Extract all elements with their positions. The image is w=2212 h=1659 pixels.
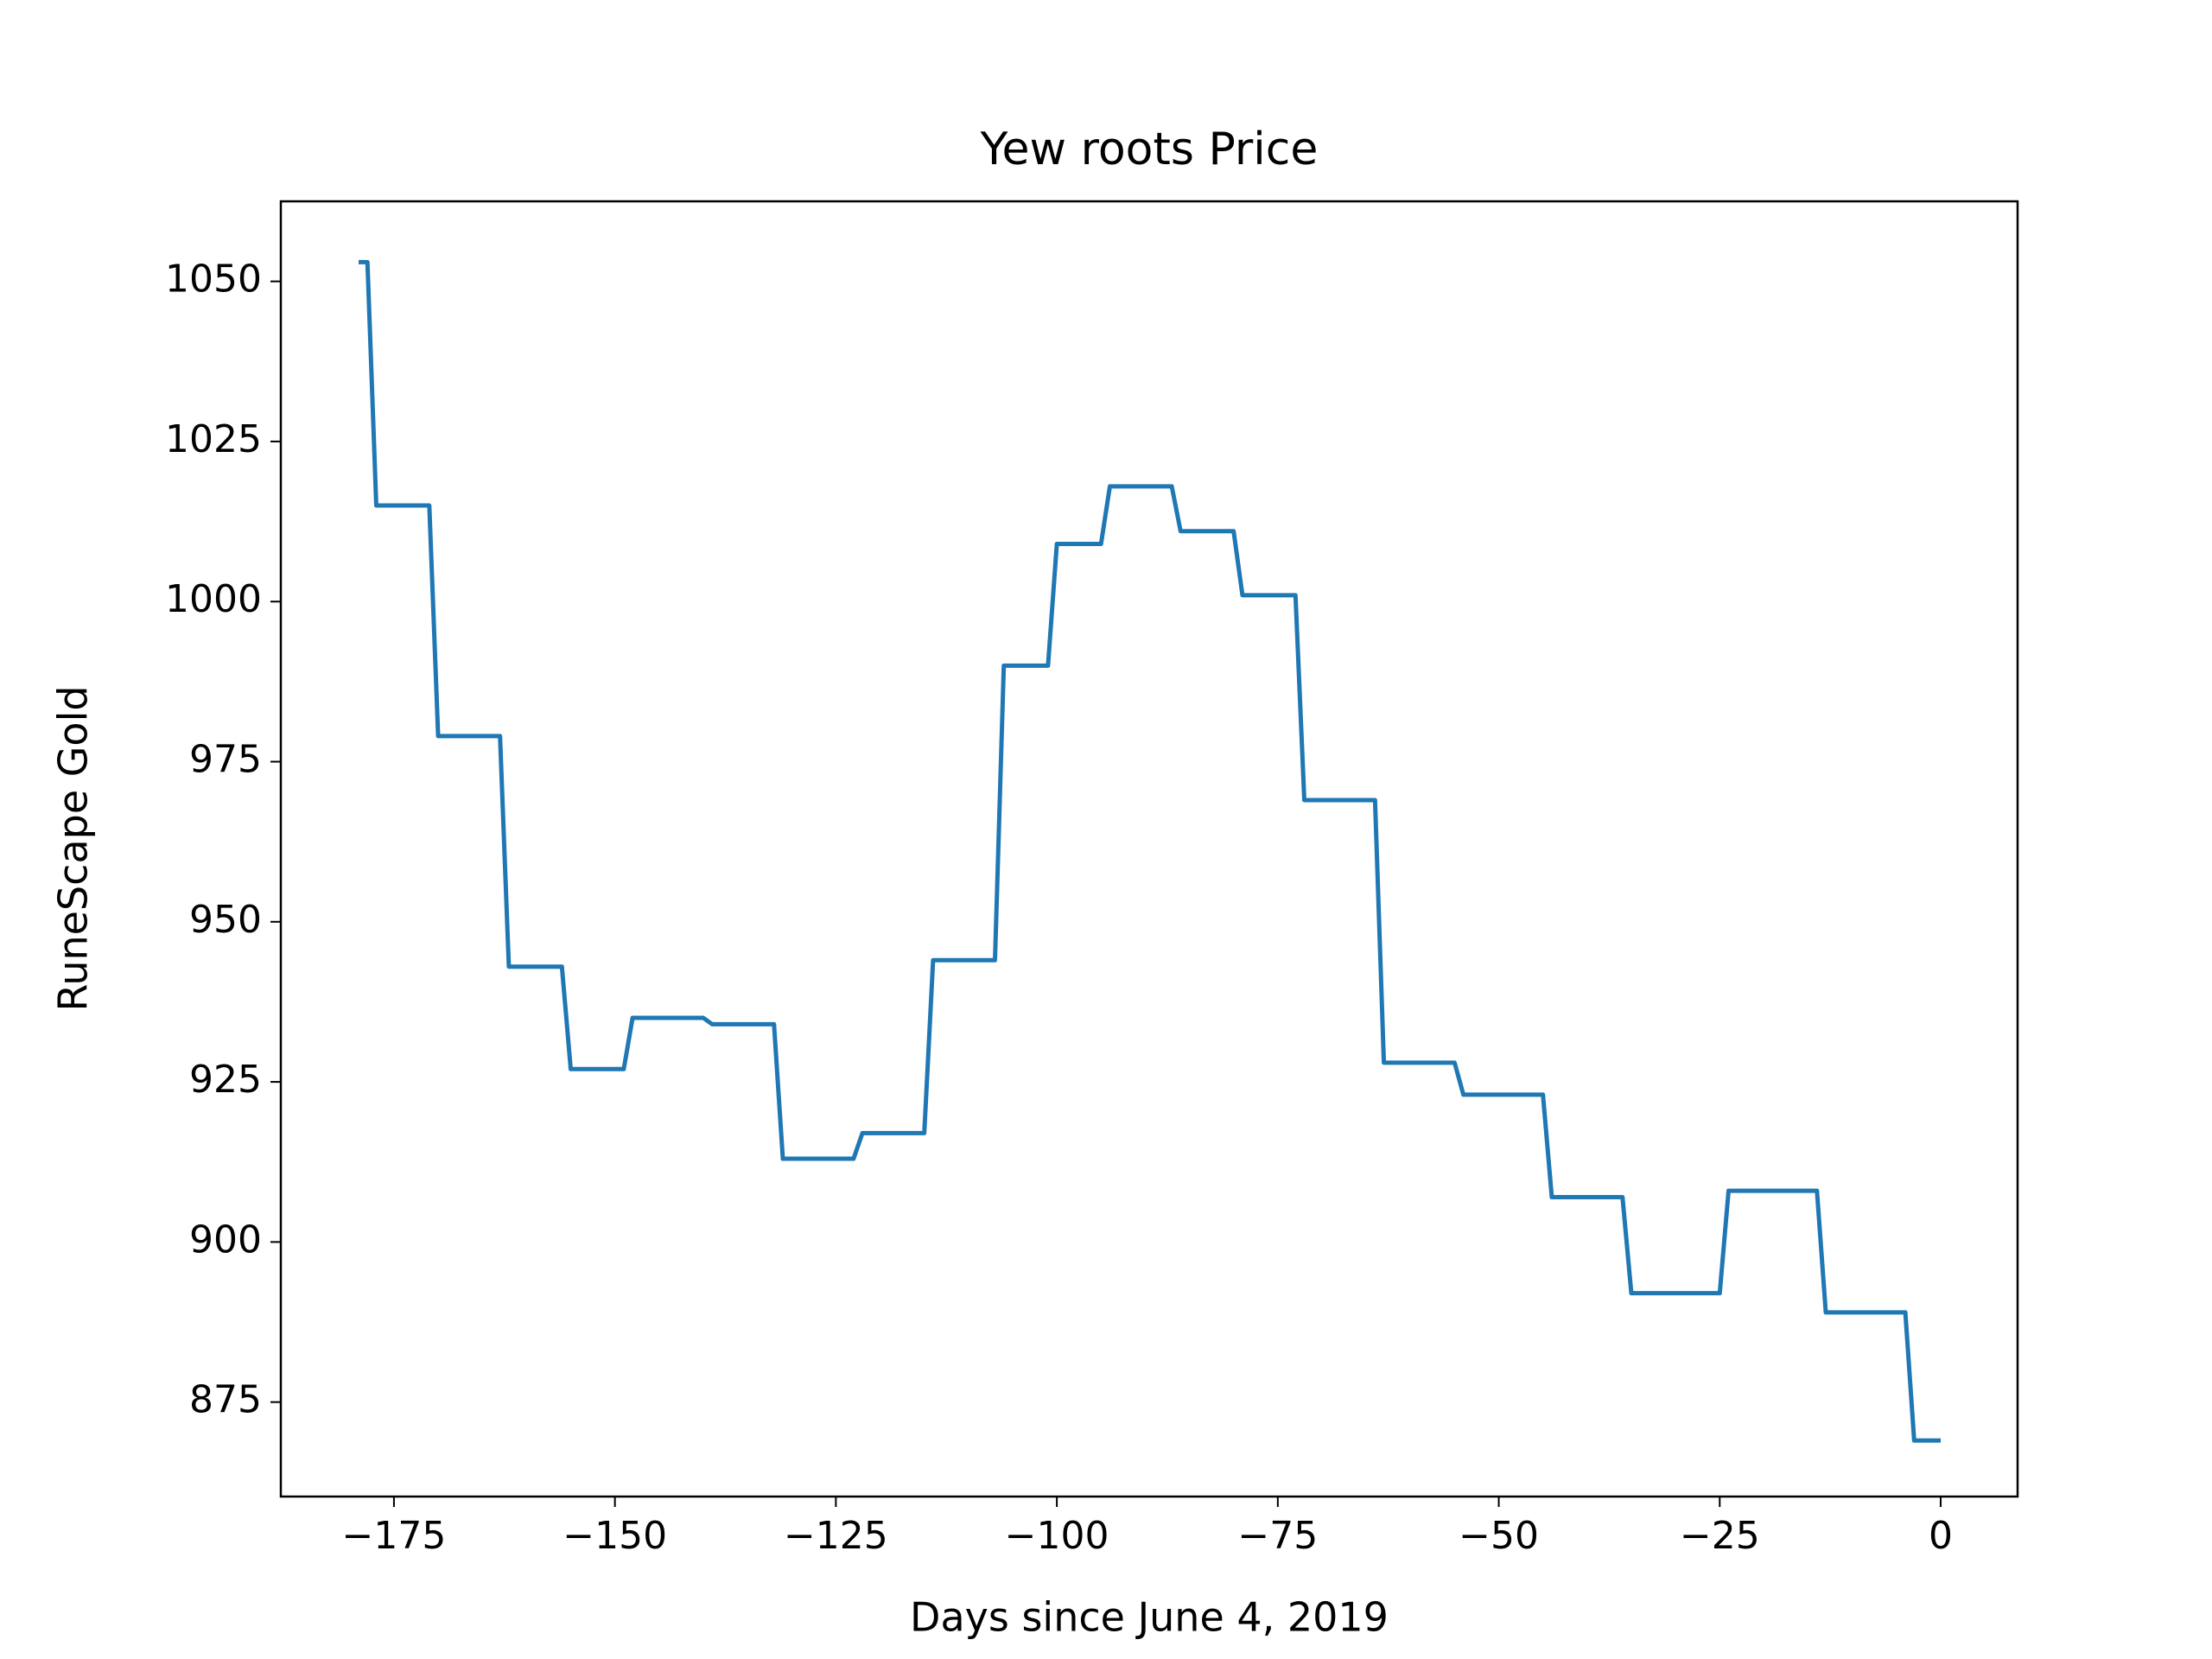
x-tick-label: −150 [563, 1514, 667, 1558]
y-tick-label: 1050 [165, 257, 262, 302]
x-tick-label: −50 [1459, 1514, 1539, 1558]
y-tick-label: 950 [189, 898, 262, 942]
x-tick-label: −125 [784, 1514, 888, 1558]
x-tick-label: −75 [1237, 1514, 1318, 1558]
x-tick-label: 0 [1929, 1514, 1953, 1558]
y-axis-label: RuneScape Gold [50, 685, 97, 1011]
plot-frame [279, 200, 2019, 1498]
x-axis-label: Days since June 4, 2019 [910, 1594, 1389, 1641]
x-tick-label: −25 [1680, 1514, 1760, 1558]
y-tick-label: 875 [189, 1378, 262, 1422]
chart-title: Yew roots Price [980, 124, 1319, 175]
y-tick-label: 925 [189, 1058, 262, 1102]
x-tick-label: −175 [342, 1514, 447, 1558]
y-tick-label: 1000 [165, 577, 262, 621]
y-tick-label: 900 [189, 1217, 262, 1262]
y-tick-label: 975 [189, 738, 262, 782]
x-tick-label: −100 [1005, 1514, 1109, 1558]
price-line [359, 259, 1942, 1443]
y-tick-label: 1025 [165, 417, 262, 461]
